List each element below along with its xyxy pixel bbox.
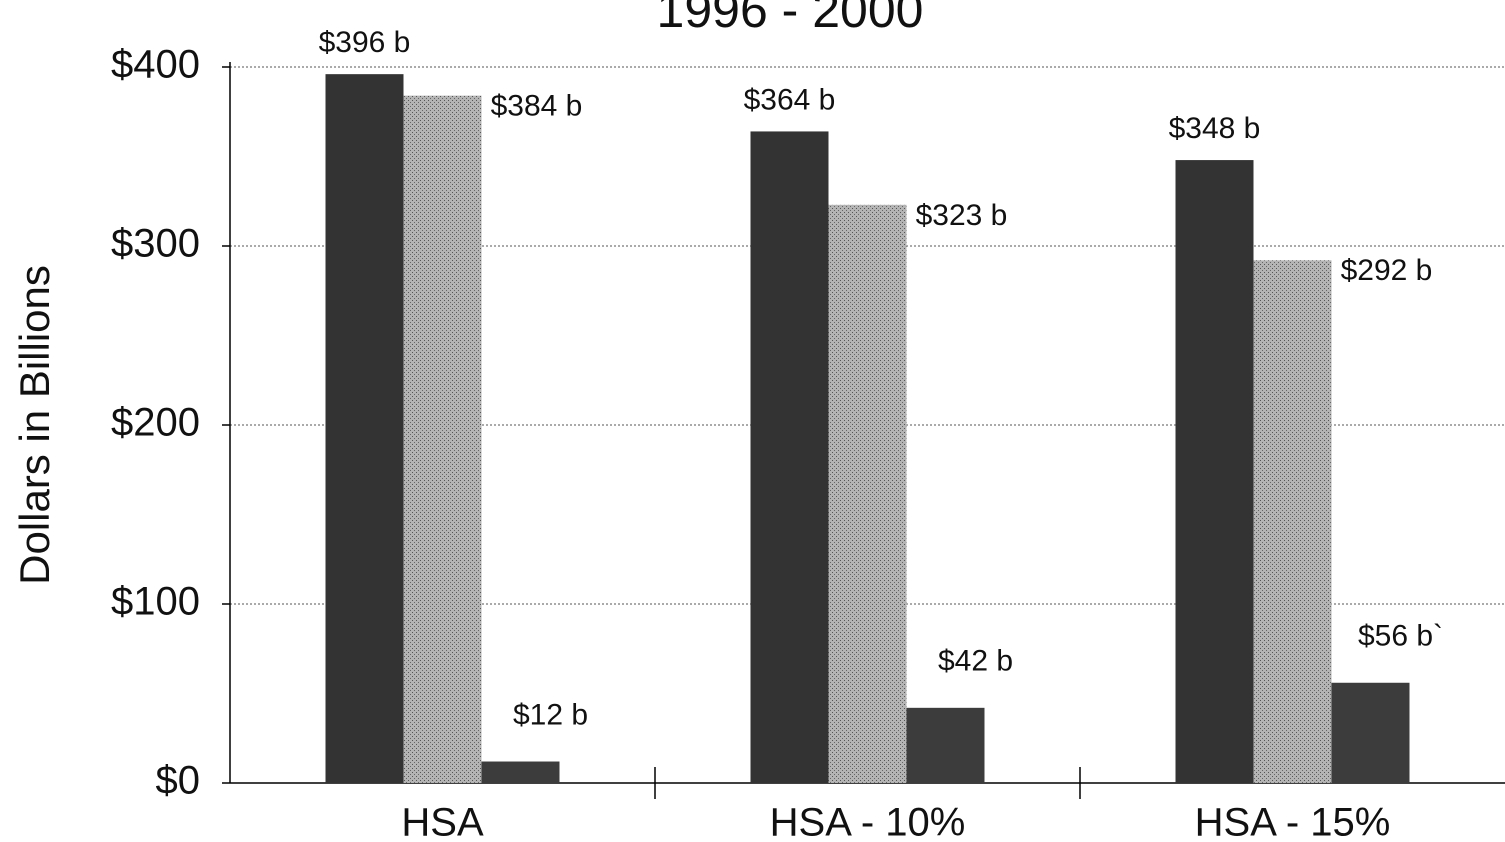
y-tick-label: $400 <box>111 43 200 87</box>
x-tick-label: HSA - 10% <box>770 801 966 842</box>
value-label: $348 b <box>1169 112 1261 145</box>
bar <box>750 131 829 783</box>
chart-title: 1996 - 2000 <box>657 0 924 38</box>
value-label: $384 b <box>491 90 583 123</box>
bar <box>403 95 482 783</box>
x-tick-label: HSA - 15% <box>1195 801 1391 842</box>
value-label: $56 b` <box>1358 620 1443 653</box>
bar <box>1175 160 1254 783</box>
y-tick-label: $200 <box>111 401 200 445</box>
bar <box>828 204 907 783</box>
y-tick-label: $100 <box>111 580 200 624</box>
y-axis-label: Dollars in Billions <box>11 265 58 585</box>
value-label: $396 b <box>319 26 411 59</box>
bar <box>1331 682 1410 783</box>
value-label: $12 b <box>513 698 588 731</box>
bar <box>1253 260 1332 783</box>
value-label: $42 b <box>938 645 1013 678</box>
value-label: $323 b <box>916 199 1008 232</box>
bar <box>325 74 404 783</box>
value-label: $364 b <box>744 83 836 116</box>
x-tick-label: HSA <box>401 801 484 842</box>
bar <box>481 761 560 783</box>
value-label: $292 b <box>1341 254 1433 287</box>
bar <box>906 707 985 783</box>
y-tick-label: $0 <box>156 759 201 803</box>
y-tick-label: $300 <box>111 222 200 266</box>
